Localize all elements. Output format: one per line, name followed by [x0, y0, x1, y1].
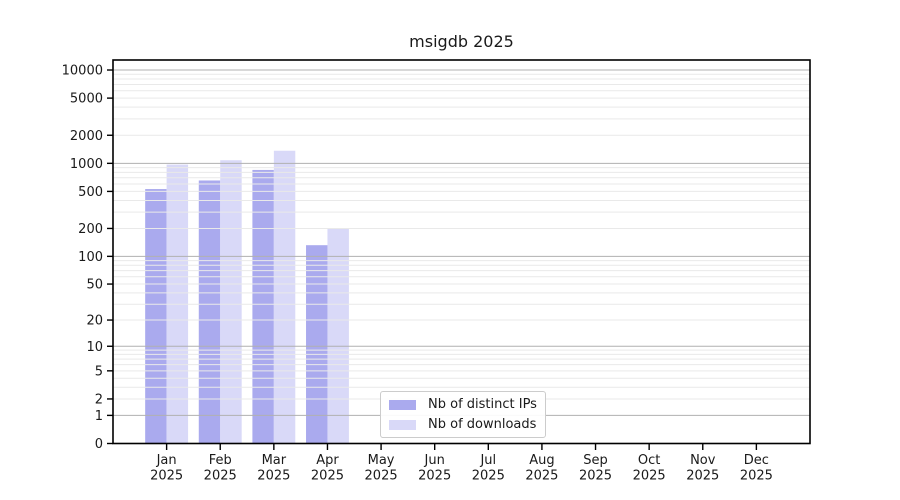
y-tick-label: 50: [86, 278, 103, 293]
y-tick-label: 10: [86, 340, 103, 355]
bar-nb-of-downloads-mar: [273, 150, 296, 444]
x-tick-label-month: Nov: [690, 453, 716, 468]
legend: Nb of distinct IPs Nb of downloads: [380, 391, 546, 438]
x-tick-label-year: 2025: [472, 469, 505, 484]
y-tick-label: 10000: [62, 64, 103, 79]
x-tick-label-month: Aug: [529, 453, 554, 468]
y-axis: 0 1 2 5 10 20 50 100 200 500 1000 2000 5000 10000: [62, 64, 113, 452]
y-tick-label: 1000: [70, 157, 103, 172]
x-tick-label-month: Dec: [744, 453, 769, 468]
bar-nb-of-downloads-apr: [327, 228, 349, 444]
x-tick-label-year: 2025: [257, 469, 290, 484]
x-tick-label-year: 2025: [204, 469, 237, 484]
x-axis: Jan2025Feb2025Mar2025Apr2025May2025Jun20…: [150, 443, 773, 484]
y-tick-label: 200: [78, 222, 103, 237]
y-tick-label: 100: [78, 250, 103, 265]
y-tick-label: 0: [95, 437, 103, 452]
x-tick-label-year: 2025: [418, 469, 451, 484]
x-tick-label-month: Oct: [638, 453, 660, 468]
bar-nb-of-distinct-ips-jan: [145, 189, 167, 444]
x-tick-label-year: 2025: [686, 469, 719, 484]
bar-nb-of-downloads-feb: [220, 160, 242, 444]
y-tick-label: 1: [95, 409, 103, 424]
y-tick-label: 5000: [70, 92, 103, 107]
plot-border: [112, 59, 811, 445]
y-tick-label: 2: [95, 392, 103, 407]
x-tick-label-year: 2025: [365, 469, 398, 484]
bar-nb-of-distinct-ips-mar: [252, 169, 274, 444]
x-tick-label-year: 2025: [150, 469, 183, 484]
bars-nb-of-downloads: [166, 150, 349, 444]
bar-nb-of-distinct-ips-feb: [198, 180, 221, 444]
legend-label-downloads: Nb of downloads: [428, 416, 537, 432]
x-tick-label-month: Jan: [156, 453, 177, 468]
x-tick-label-month: May: [368, 453, 395, 468]
x-tick-label-month: Feb: [209, 453, 232, 468]
legend-swatch-downloads: [389, 419, 416, 430]
x-tick-label-year: 2025: [525, 469, 558, 484]
x-tick-label-month: Sep: [583, 453, 608, 468]
x-tick-label-month: Jul: [479, 453, 496, 468]
chart-title: msigdb 2025: [409, 32, 514, 51]
legend-label-distinct-ips: Nb of distinct IPs: [428, 396, 537, 412]
legend-item-downloads: Nb of downloads: [387, 417, 539, 433]
legend-item-distinct-ips: Nb of distinct IPs: [387, 397, 539, 413]
x-tick-label-year: 2025: [311, 469, 344, 484]
y-tick-label: 5: [95, 364, 103, 379]
legend-swatch-distinct-ips: [389, 399, 416, 410]
y-tick-label: 500: [78, 185, 103, 200]
x-tick-label-year: 2025: [579, 469, 612, 484]
x-tick-label-month: Jun: [424, 453, 445, 468]
y-tick-label: 20: [86, 314, 103, 329]
x-tick-label-month: Mar: [262, 453, 287, 468]
x-tick-label-year: 2025: [633, 469, 666, 484]
x-tick-label-month: Apr: [316, 453, 339, 468]
bar-nb-of-distinct-ips-apr: [306, 245, 328, 444]
x-tick-label-year: 2025: [740, 469, 773, 484]
y-tick-label: 2000: [70, 129, 103, 144]
